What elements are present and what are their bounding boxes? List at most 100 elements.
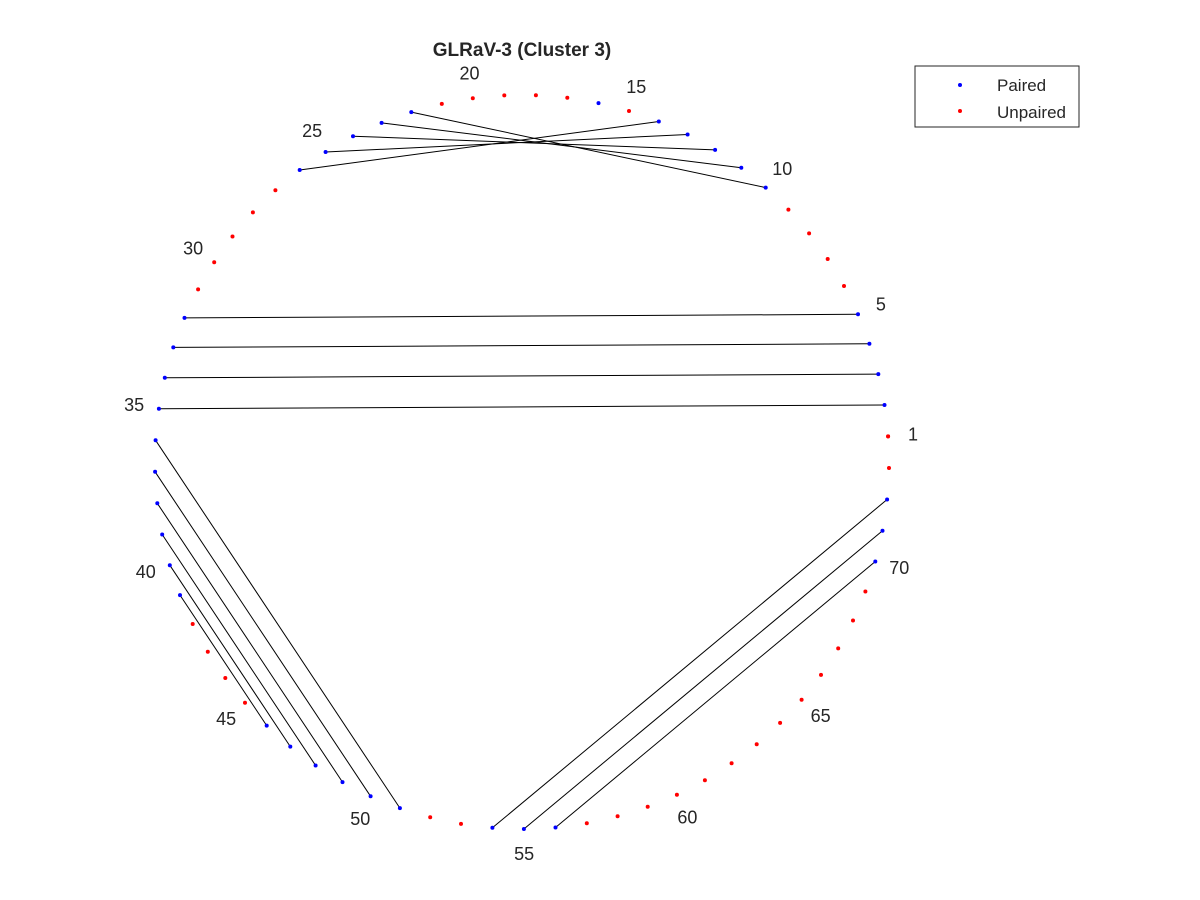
unpaired-point-27 bbox=[273, 188, 278, 193]
paired-point-47 bbox=[288, 744, 293, 749]
unpaired-point-65 bbox=[799, 697, 804, 702]
paired-point-72 bbox=[885, 497, 890, 502]
unpaired-point-15 bbox=[627, 109, 631, 113]
unpaired-point-57 bbox=[584, 821, 589, 826]
paired-point-50 bbox=[368, 794, 373, 799]
unpaired-point-44 bbox=[223, 676, 228, 680]
pair-line-56-70 bbox=[555, 561, 876, 828]
unpaired-point-67 bbox=[836, 646, 841, 651]
unpaired-point-9 bbox=[786, 207, 791, 212]
position-label-70: 70 bbox=[889, 558, 909, 578]
unpaired-point-7 bbox=[825, 257, 830, 261]
unpaired-point-19 bbox=[502, 93, 507, 98]
pair-line-3-34 bbox=[164, 373, 879, 379]
unpaired-point-66 bbox=[819, 672, 823, 677]
paired-point-40 bbox=[167, 563, 172, 568]
paired-point-56 bbox=[553, 825, 558, 830]
unpaired-point-6 bbox=[842, 284, 846, 288]
legend-box bbox=[914, 65, 1080, 128]
paired-point-34 bbox=[162, 375, 167, 380]
unpaired-point-30 bbox=[212, 260, 217, 265]
pair-line-54-72 bbox=[492, 499, 888, 829]
unpaired-point-62 bbox=[729, 761, 734, 766]
pair-lines bbox=[154, 111, 888, 830]
paired-point-41 bbox=[178, 593, 182, 598]
position-label-10: 10 bbox=[772, 159, 792, 179]
position-label-20: 20 bbox=[459, 64, 479, 84]
paired-point-32 bbox=[182, 315, 187, 320]
paired-point-49 bbox=[340, 780, 345, 785]
pair-line-14-26 bbox=[299, 121, 659, 171]
unpaired-point-31 bbox=[196, 287, 201, 292]
paired-point-10 bbox=[763, 185, 768, 190]
unpaired-point-42 bbox=[190, 622, 195, 626]
paired-point-16 bbox=[596, 101, 601, 106]
pair-line-11-23 bbox=[381, 122, 742, 169]
paired-point-24 bbox=[351, 134, 355, 139]
paired-point-55 bbox=[521, 827, 526, 831]
unpaired-point-29 bbox=[230, 234, 235, 239]
pair-line-12-24 bbox=[352, 135, 716, 151]
paired-point-5 bbox=[856, 312, 860, 317]
pair-line-13-25 bbox=[325, 134, 688, 153]
paired-point-26 bbox=[297, 168, 302, 172]
unpaired-point-53 bbox=[459, 821, 463, 826]
paired-point-70 bbox=[873, 559, 878, 564]
position-label-25: 25 bbox=[302, 121, 322, 141]
unpaired-point-45 bbox=[243, 700, 247, 705]
paired-point-13 bbox=[685, 132, 690, 137]
paired-point-25 bbox=[323, 150, 328, 154]
position-label-65: 65 bbox=[811, 706, 831, 726]
legend-label-paired: Paired bbox=[997, 76, 1046, 95]
paired-point-51 bbox=[397, 806, 402, 811]
paired-point-35 bbox=[156, 406, 161, 411]
legend-marker-paired bbox=[958, 83, 962, 87]
pair-line-10-22 bbox=[411, 111, 766, 189]
paired-point-4 bbox=[867, 341, 872, 346]
unpaired-point-60 bbox=[674, 792, 679, 797]
unpaired-point-18 bbox=[533, 93, 538, 98]
position-label-5: 5 bbox=[876, 294, 886, 314]
unpaired-point-61 bbox=[702, 778, 707, 783]
position-label-30: 30 bbox=[183, 239, 203, 259]
pair-line-5-32 bbox=[184, 313, 859, 319]
unpaired-point-63 bbox=[754, 742, 759, 747]
unpaired-point-43 bbox=[205, 649, 210, 654]
position-label-35: 35 bbox=[124, 395, 144, 415]
paired-point-12 bbox=[713, 147, 718, 152]
pair-line-37-50 bbox=[154, 471, 372, 797]
chart-title: GLRaV-3 (Cluster 3) bbox=[433, 40, 611, 61]
pair-line-36-51 bbox=[155, 440, 401, 809]
unpaired-point-52 bbox=[428, 815, 433, 820]
paired-point-38 bbox=[155, 501, 160, 506]
position-label-40: 40 bbox=[136, 562, 156, 582]
paired-point-39 bbox=[160, 532, 165, 537]
pair-line-38-49 bbox=[156, 503, 343, 783]
position-label-1: 1 bbox=[908, 425, 918, 445]
pair-line-41-46 bbox=[179, 594, 268, 726]
paired-point-23 bbox=[379, 120, 384, 125]
paired-point-33 bbox=[171, 345, 176, 350]
unpaired-point-69 bbox=[863, 589, 868, 594]
unpaired-point-20 bbox=[470, 96, 475, 101]
position-label-55: 55 bbox=[514, 844, 534, 864]
paired-point-36 bbox=[153, 438, 158, 443]
position-label-50: 50 bbox=[350, 809, 370, 829]
unpaired-point-17 bbox=[565, 95, 570, 100]
pair-line-2-35 bbox=[158, 404, 885, 410]
legend: Paired Unpaired bbox=[914, 65, 1080, 128]
pair-line-55-71 bbox=[523, 530, 883, 830]
pair-line-4-33 bbox=[173, 343, 870, 348]
points bbox=[153, 93, 891, 831]
unpaired-point-21 bbox=[439, 101, 444, 106]
unpaired-point-64 bbox=[778, 720, 783, 725]
unpaired-point-68 bbox=[851, 618, 855, 623]
paired-point-22 bbox=[409, 110, 414, 115]
unpaired-point-74 bbox=[886, 434, 891, 439]
paired-point-46 bbox=[264, 723, 269, 728]
paired-point-54 bbox=[490, 825, 495, 830]
paired-point-14 bbox=[656, 119, 661, 124]
unpaired-point-28 bbox=[250, 210, 255, 215]
